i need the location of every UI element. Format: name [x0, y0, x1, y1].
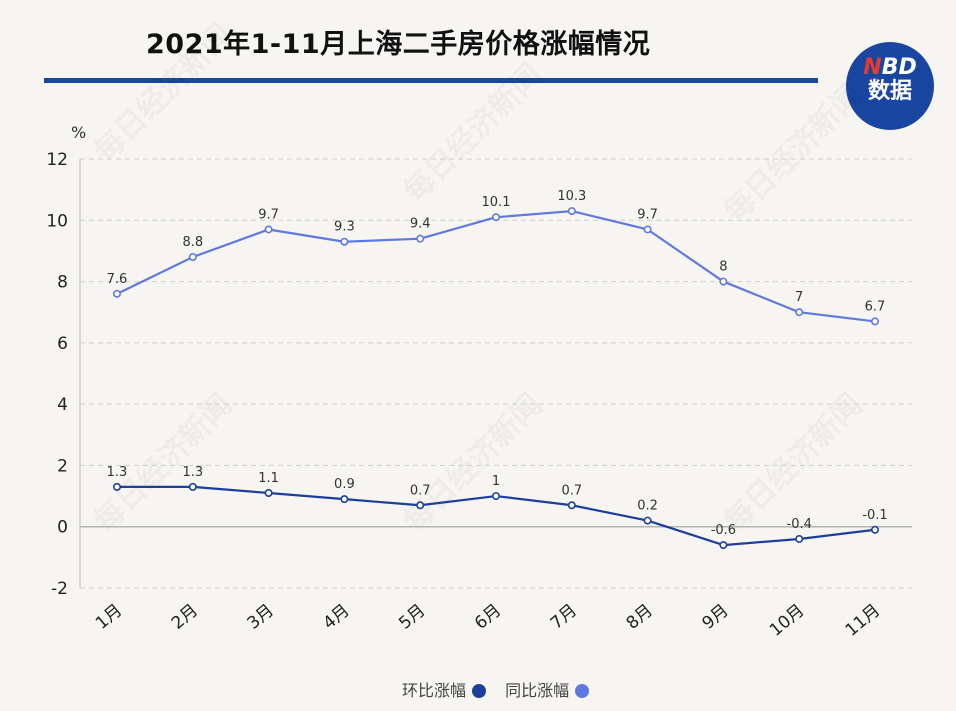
- data-label: 6.7: [865, 299, 886, 314]
- data-point: [416, 234, 425, 243]
- data-point: [870, 525, 879, 534]
- chart-title: 2021年1-11月上海二手房价格涨幅情况: [146, 29, 651, 60]
- data-point: [340, 495, 349, 504]
- data-label: 1.3: [182, 465, 203, 480]
- watermark-text: 每日经济新闻: [397, 387, 549, 539]
- data-point: [795, 308, 804, 317]
- x-tick-label: 7月: [547, 601, 581, 634]
- logo-nbd-text: NBD: [846, 56, 934, 80]
- data-label: 1.1: [258, 471, 279, 486]
- x-tick-label: 2月: [168, 601, 202, 634]
- data-point: [719, 541, 728, 550]
- data-label: 10.3: [557, 189, 586, 204]
- data-point: [870, 317, 879, 326]
- data-labels: 1.3 1.3 1.1 0.9 0.7 1 0.7 0.2 -0.6 -0.4 -0.1 7.6 8.8…: [107, 189, 888, 538]
- data-label: 0.9: [334, 477, 355, 492]
- watermark-text: 每日经济新闻: [717, 77, 869, 229]
- title-underline: [44, 78, 818, 83]
- grid-lines: [80, 158, 912, 589]
- data-label: -0.1: [862, 508, 887, 523]
- data-label: 7: [795, 290, 803, 305]
- data-point: [567, 207, 576, 216]
- data-point: [188, 253, 197, 262]
- data-label: 0.7: [561, 483, 582, 498]
- data-point: [264, 489, 273, 498]
- y-tick-labels: -2 0 2 4 6 8 10 12: [46, 150, 68, 599]
- watermark-text: 每日经济新闻: [87, 17, 239, 169]
- data-label: 9.7: [637, 207, 658, 222]
- data-point: [719, 277, 728, 286]
- x-tick-labels: 1月 2月 3月 4月 5月 6月 7月 8月 9月 10月 11月: [92, 601, 884, 641]
- data-point: [113, 482, 122, 491]
- data-label: 0.7: [410, 483, 431, 498]
- y-tick-label: 2: [57, 456, 68, 476]
- chart-legend: 环比涨幅 同比涨幅: [402, 677, 603, 701]
- x-tick-label: 6月: [471, 601, 505, 634]
- legend-marker-yoy: [575, 684, 590, 698]
- series-line-1: [116, 209, 876, 323]
- x-tick-label: 4月: [319, 601, 353, 634]
- y-tick-label: 6: [57, 334, 68, 354]
- data-point: [795, 534, 804, 543]
- data-label: 10.1: [482, 195, 511, 210]
- x-tick-label: 5月: [395, 601, 429, 634]
- data-point: [188, 482, 197, 491]
- data-label: 0.2: [637, 499, 658, 514]
- axes: %: [71, 123, 912, 588]
- logo-bd-letters: BD: [881, 55, 917, 80]
- data-label: -0.4: [787, 517, 812, 532]
- data-point: [643, 225, 652, 234]
- data-label: -0.6: [711, 523, 736, 538]
- x-tick-label: 1月: [92, 601, 126, 634]
- series-points: [113, 207, 879, 550]
- legend-label-mom: 环比涨幅: [402, 681, 467, 700]
- x-tick-label: 10月: [766, 601, 808, 641]
- legend-item-mom: 环比涨幅: [402, 677, 487, 701]
- legend-label-yoy: 同比涨幅: [505, 681, 570, 700]
- y-tick-label: 4: [57, 395, 68, 415]
- y-tick-label: 10: [46, 211, 68, 231]
- data-point: [567, 501, 576, 510]
- y-tick-label: 12: [46, 150, 68, 170]
- y-tick-label: -2: [51, 579, 68, 599]
- y-tick-label: 0: [57, 518, 68, 538]
- data-point: [113, 289, 122, 298]
- data-point: [416, 501, 425, 510]
- nbd-data-logo: NBD 数据: [846, 42, 934, 130]
- data-point: [340, 237, 349, 246]
- x-tick-label: 11月: [842, 601, 884, 641]
- data-label: 1.3: [107, 465, 128, 480]
- x-tick-label: 8月: [623, 601, 657, 634]
- logo-n-letter: N: [863, 55, 882, 80]
- data-point: [264, 225, 273, 234]
- watermark-text: 每日经济新闻: [87, 387, 239, 539]
- x-tick-label: 3月: [244, 601, 278, 634]
- data-label: 1: [492, 474, 500, 489]
- data-label: 9.4: [410, 217, 431, 232]
- y-tick-label: 8: [57, 273, 68, 293]
- logo-data-text: 数据: [867, 79, 912, 104]
- data-label: 7.6: [107, 272, 128, 287]
- data-label: 8: [719, 260, 727, 275]
- data-label: 9.3: [334, 220, 355, 235]
- legend-item-yoy: 同比涨幅: [505, 677, 590, 701]
- data-point: [491, 213, 500, 222]
- watermark-text: 每日经济新闻: [397, 57, 549, 209]
- data-point: [643, 516, 652, 525]
- y-axis-unit-label: %: [71, 123, 86, 142]
- data-label: 8.8: [182, 235, 203, 250]
- data-label: 9.7: [258, 207, 279, 222]
- data-point: [491, 492, 500, 501]
- legend-marker-mom: [472, 684, 487, 698]
- x-tick-label: 9月: [698, 601, 732, 634]
